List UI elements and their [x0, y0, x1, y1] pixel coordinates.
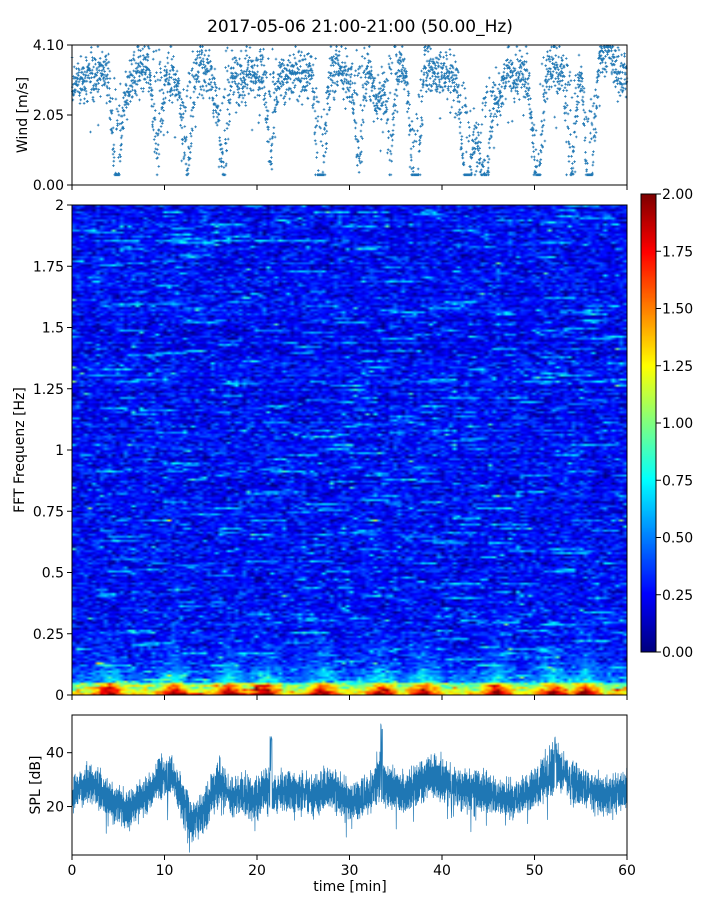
spectrogram-y-tick-label-1.5: 1.5 — [42, 321, 64, 337]
wind-data-points — [70, 45, 629, 177]
spl-y-tick-label-20: 20 — [46, 800, 64, 816]
spl-line — [71, 723, 628, 853]
wind-panel: 0.00 2.05 4.10 Wind [m/s] — [15, 38, 629, 194]
colorbar-tick-label-0.75: 0.75 — [662, 473, 693, 489]
x-tick-label-50: 50 — [526, 863, 544, 879]
colorbar-tick-label-1.25: 1.25 — [662, 359, 693, 375]
wind-y-tick-label-2.05: 2.05 — [33, 108, 64, 124]
spectrogram-panel: 0 0.25 0.5 0.75 1 1.25 1.5 1.75 2 FFT Frequenz [… — [12, 198, 628, 704]
colorbar-tick-label-1.50: 1.50 — [662, 302, 693, 318]
spectrogram-y-tick-label-0: 0 — [55, 688, 64, 704]
spl-series — [71, 723, 628, 853]
spectrogram-y-axis-label: FFT Frequenz [Hz] — [12, 387, 28, 513]
x-tick-label-30: 30 — [341, 863, 359, 879]
colorbar-tick-label-2.00: 2.00 — [662, 187, 693, 203]
spectrogram-heatmap — [72, 205, 627, 695]
colorbar-ticks: 0.00 0.25 0.50 0.75 1.00 1.25 1.50 1.75 2.00 — [656, 187, 693, 661]
spl-x-ticks: 0 10 20 30 40 50 60 — [68, 855, 636, 879]
colorbar-tick-label-1.00: 1.00 — [662, 416, 693, 432]
wind-y-ticks: 0.00 2.05 4.10 — [33, 38, 72, 194]
wind-x-ticks — [71, 185, 628, 190]
spectrogram-y-tick-label-1.25: 1.25 — [33, 382, 64, 398]
x-tick-label-0: 0 — [68, 863, 77, 879]
wind-scatter-series — [70, 45, 629, 177]
x-tick-label-60: 60 — [618, 863, 636, 879]
colorbar-tick-label-0.00: 0.00 — [662, 645, 693, 661]
x-tick-label-40: 40 — [433, 863, 451, 879]
spectrogram-y-tick-label-0.5: 0.5 — [42, 566, 64, 582]
wind-y-tick-label-4.10: 4.10 — [33, 38, 64, 54]
colorbar-tick-label-0.25: 0.25 — [662, 588, 693, 604]
colorbar-tick-label-1.75: 1.75 — [662, 244, 693, 260]
spl-y-tick-label-40: 40 — [46, 746, 64, 762]
wind-axes-frame — [71, 44, 628, 186]
x-axis-label: time [min] — [313, 879, 386, 895]
wind-y-axis-label: Wind [m/s] — [15, 77, 31, 153]
x-tick-label-10: 10 — [156, 863, 174, 879]
spectrogram-y-tick-label-1.75: 1.75 — [33, 259, 64, 275]
x-tick-label-20: 20 — [248, 863, 266, 879]
spectrogram-y-tick-label-2: 2 — [55, 198, 64, 214]
wind-y-tick-label-0.00: 0.00 — [33, 178, 64, 194]
spl-y-axis-label: SPL [dB] — [28, 756, 44, 815]
colorbar-tick-label-0.50: 0.50 — [662, 531, 693, 547]
spectrogram-x-ticks — [71, 695, 628, 700]
spectrogram-y-tick-label-0.75: 0.75 — [33, 504, 64, 520]
spectrogram-y-tick-label-1: 1 — [55, 443, 64, 459]
figure-title: 2017-05-06 21:00-21:00 (50.00_Hz) — [207, 17, 513, 37]
colorbar: 0.00 0.25 0.50 0.75 1.00 1.25 1.50 1.75 2.00 — [640, 187, 693, 661]
spectrogram-y-tick-label-0.25: 0.25 — [33, 627, 64, 643]
spectrogram-y-ticks: 0 0.25 0.5 0.75 1 1.25 1.5 1.75 2 — [33, 198, 72, 704]
colorbar-gradient — [641, 194, 656, 652]
